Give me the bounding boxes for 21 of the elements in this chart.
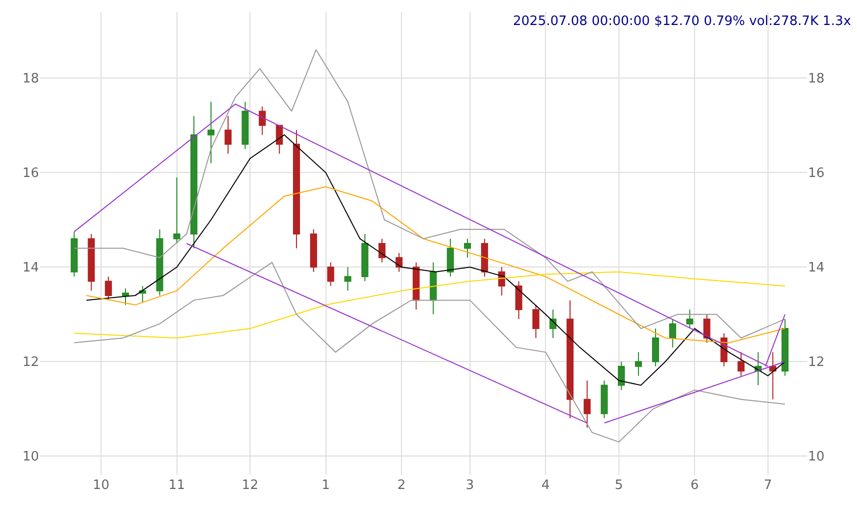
- x-tick-label: 12: [242, 478, 258, 493]
- x-tick-label: 11: [168, 478, 186, 493]
- x-tick-label: 2: [397, 478, 406, 493]
- x-tick-label: 6: [690, 478, 699, 493]
- y-tick-label: 10: [22, 450, 39, 465]
- y2-tick-label: 18: [808, 72, 825, 87]
- y-tick-label: 14: [22, 260, 39, 276]
- y2-tick-label: 14: [808, 260, 825, 276]
- y-tick-label: 18: [22, 72, 39, 87]
- y2-tick-label: 12: [808, 355, 825, 370]
- y-tick-label: 16: [22, 166, 39, 182]
- x-tick-label: 10: [92, 478, 110, 493]
- x-tick-label: 7: [764, 478, 772, 493]
- y2-tick-label: 16: [808, 166, 825, 182]
- x-tick-label: 5: [614, 478, 624, 493]
- x-tick-label: 4: [541, 478, 550, 493]
- chart-title: 2025.07.08 00:00:00 $12.70 0.79% vol:278.7K 1.3x: [513, 14, 852, 29]
- y2-tick-label: 10: [808, 450, 825, 465]
- x-tick-label: 3: [466, 478, 474, 493]
- y-tick-label: 12: [22, 355, 39, 370]
- x-tick-label: 1: [322, 478, 330, 493]
